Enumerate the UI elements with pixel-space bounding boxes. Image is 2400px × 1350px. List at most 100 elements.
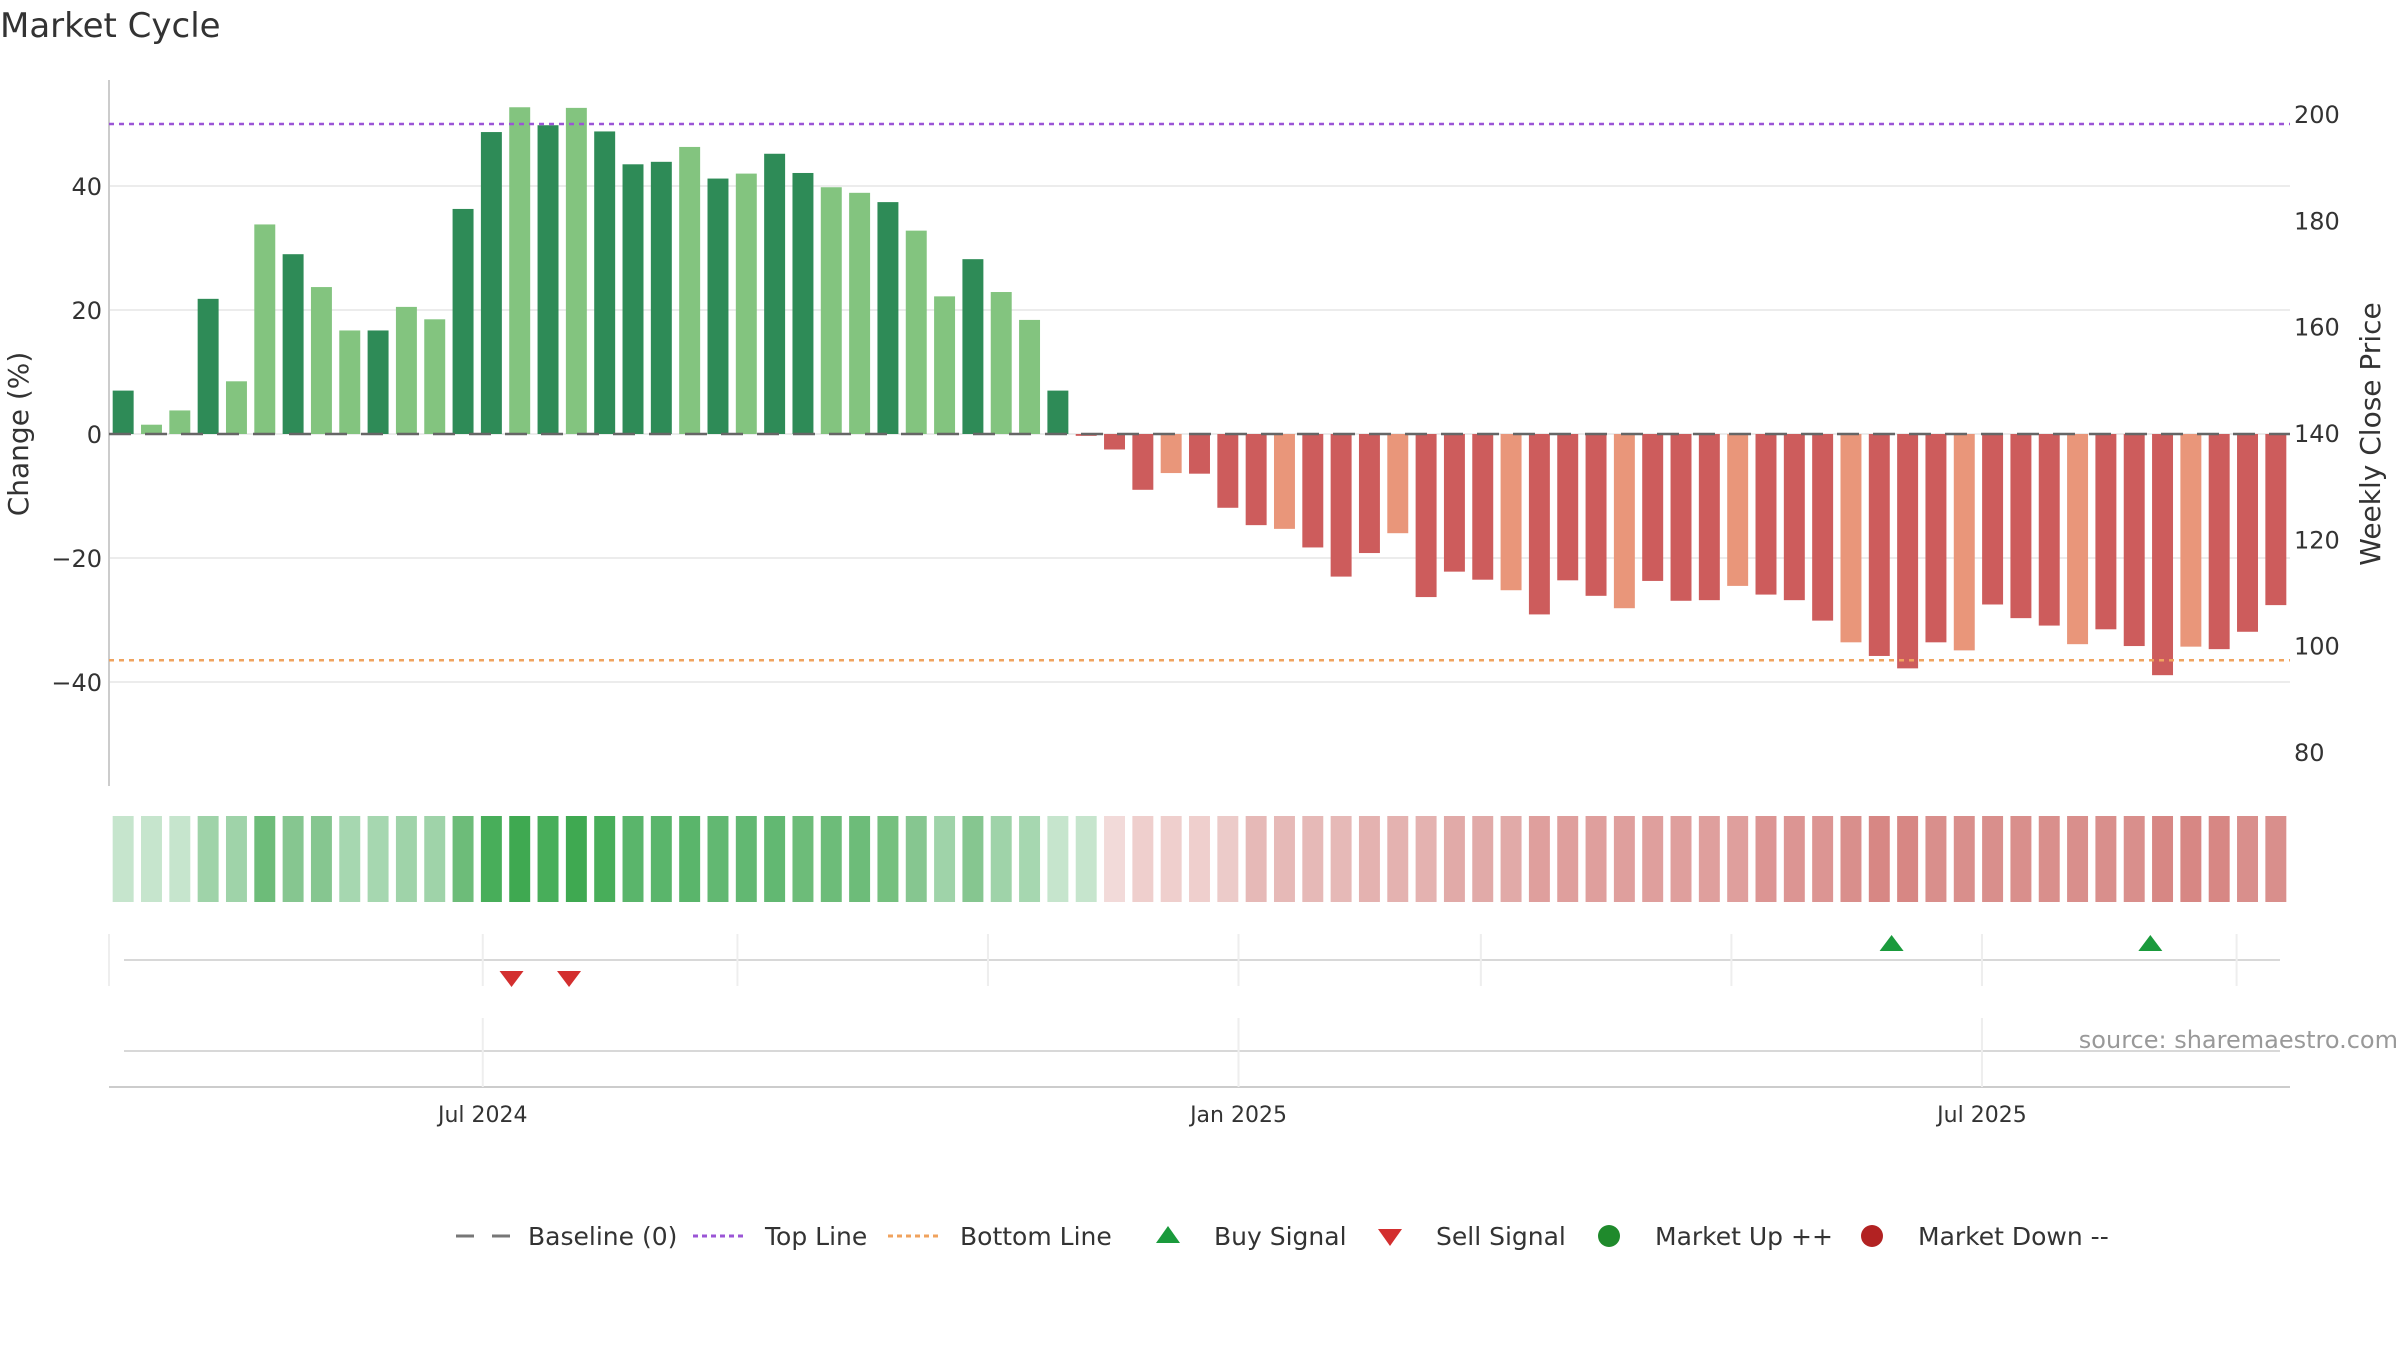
legend-label-top_line: Top Line <box>764 1222 867 1251</box>
bar <box>934 296 956 434</box>
legend-label-baseline: Baseline (0) <box>528 1222 677 1251</box>
legend-label-market_up: Market Up ++ <box>1655 1222 1833 1251</box>
legend-market_up-circle-icon <box>1598 1225 1620 1247</box>
strength-cell <box>480 816 502 902</box>
strength-cell <box>565 816 587 902</box>
strength-cell <box>1019 816 1041 902</box>
strength-cell <box>254 816 276 902</box>
strength-cell <box>1273 816 1295 902</box>
bar <box>2180 434 2202 647</box>
strength-cell <box>764 816 786 902</box>
y-right-tick-label: 200 <box>2294 101 2340 129</box>
bar <box>905 230 927 434</box>
strength-cell <box>1585 816 1607 902</box>
strength-cell <box>1698 816 1720 902</box>
strength-cell <box>509 816 531 902</box>
strength-cell <box>735 816 757 902</box>
strength-cell <box>1330 816 1352 902</box>
strength-cell <box>707 816 729 902</box>
bar <box>764 153 786 434</box>
strength-cell <box>367 816 389 902</box>
bar <box>1387 434 1409 534</box>
bar <box>1585 434 1607 596</box>
bar <box>2208 434 2230 650</box>
chart-title: Market Cycle <box>0 6 221 46</box>
buy-signal-marker <box>1879 935 1904 951</box>
strength-cell <box>282 816 304 902</box>
bar <box>679 146 701 434</box>
strength-cell <box>1358 816 1380 902</box>
y-left-tick-label: −40 <box>51 669 102 697</box>
strength-cell <box>2265 816 2287 902</box>
strength-cell <box>905 816 927 902</box>
bar <box>2237 434 2258 632</box>
source-credit: source: sharemaestro.com <box>2079 1026 2398 1054</box>
strength-cell <box>1840 816 1862 902</box>
y-right-tick-label: 120 <box>2294 526 2340 554</box>
strength-cell <box>1415 816 1437 902</box>
bar <box>1528 434 1550 615</box>
strength-cell <box>990 816 1012 902</box>
bar <box>1019 319 1041 434</box>
bar <box>1897 434 1919 669</box>
bar <box>820 187 842 434</box>
strength-cell <box>962 816 984 902</box>
strength-cell <box>1104 816 1126 902</box>
bar <box>282 254 304 434</box>
strength-cell <box>1047 816 1069 902</box>
signal-track <box>108 934 2280 987</box>
bar <box>1358 434 1380 554</box>
bar <box>735 173 757 434</box>
buy-signal-marker <box>2138 935 2163 951</box>
strength-cell <box>169 816 191 902</box>
x-tick-label: Jul 2025 <box>1935 1103 2027 1128</box>
bar <box>1755 434 1777 595</box>
bar <box>1812 434 1834 621</box>
bar <box>197 298 219 434</box>
bar <box>2010 434 2032 619</box>
bar <box>1642 434 1664 581</box>
bar <box>1670 434 1692 601</box>
strength-cell <box>820 816 842 902</box>
bar <box>2265 434 2287 606</box>
sell-signal-marker <box>557 971 582 987</box>
x-tick-label: Jul 2024 <box>436 1103 528 1128</box>
strength-cell <box>1160 816 1182 902</box>
strength-cell <box>1642 816 1664 902</box>
bar <box>2095 434 2117 630</box>
y-axis-left-label: Change (%) <box>2 352 35 517</box>
legend-sell-triangle-icon <box>1378 1229 1402 1246</box>
bar <box>792 172 814 435</box>
bar <box>2067 434 2089 645</box>
bar <box>565 107 587 434</box>
strength-cell <box>1925 816 1947 902</box>
strength-cell <box>1613 816 1635 902</box>
strength-cell <box>310 816 332 902</box>
legend-buy-triangle-icon <box>1156 1226 1180 1243</box>
strength-cell <box>622 816 644 902</box>
bar <box>169 410 191 434</box>
strength-cell <box>2237 816 2258 902</box>
strength-cell <box>339 816 361 902</box>
bar <box>1727 434 1749 586</box>
y-left-tick-label: −20 <box>51 545 102 573</box>
bar <box>480 132 502 434</box>
bar <box>877 202 899 434</box>
bar <box>112 390 134 434</box>
bar <box>1783 434 1805 601</box>
strength-cell <box>1075 816 1097 902</box>
y-left-tick-label: 40 <box>71 173 102 201</box>
strength-cell <box>197 816 219 902</box>
strength-cell <box>1897 816 1919 902</box>
bar <box>1160 434 1182 474</box>
strength-cell <box>792 816 814 902</box>
bar <box>1245 434 1267 526</box>
bar <box>1104 434 1126 450</box>
bar <box>2038 434 2060 626</box>
strength-cell <box>424 816 446 902</box>
bar <box>849 192 871 434</box>
bar <box>1868 434 1890 656</box>
strength-cell <box>2208 816 2230 902</box>
strength-cell <box>594 816 616 902</box>
bar <box>1443 434 1465 572</box>
